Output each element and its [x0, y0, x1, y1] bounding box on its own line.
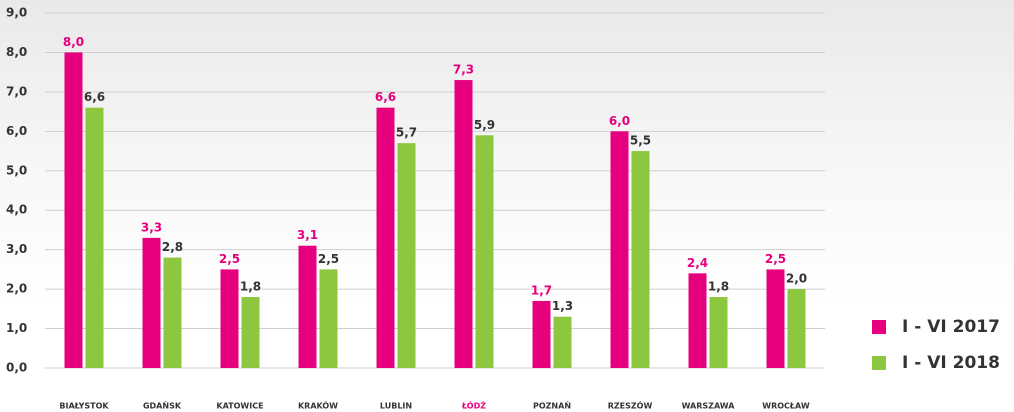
data-label: 2,0 [786, 272, 807, 286]
data-label: 2,5 [318, 252, 339, 266]
data-label: 5,7 [396, 126, 417, 140]
x-tick-label: BIAŁYSTOK [59, 402, 109, 411]
bar [532, 300, 551, 368]
bar [220, 269, 239, 368]
x-tick-label: LUBLIN [380, 402, 412, 411]
bar [475, 135, 494, 368]
bar [319, 269, 338, 368]
x-tick-label: ŁÓDŹ [461, 400, 486, 411]
data-label: 6,6 [375, 90, 396, 104]
data-label: 1,7 [531, 283, 552, 297]
data-label: 2,5 [765, 252, 786, 266]
y-tick-label: 9,0 [6, 6, 27, 20]
legend-swatch [872, 356, 886, 370]
bar [64, 52, 83, 368]
data-label: 6,6 [84, 90, 105, 104]
y-tick-label: 2,0 [6, 282, 27, 296]
y-tick-label: 6,0 [6, 124, 27, 138]
bar [553, 316, 572, 368]
data-label: 1,8 [240, 280, 261, 294]
bar [142, 237, 161, 368]
bar [610, 131, 629, 368]
legend-label: I - VI 2018 [902, 353, 1000, 373]
y-tick-label: 0,0 [6, 361, 27, 375]
data-label: 2,8 [162, 240, 183, 254]
y-tick-label: 7,0 [6, 84, 27, 98]
bar [298, 245, 317, 368]
y-tick-label: 1,0 [6, 321, 27, 335]
bar [766, 269, 785, 368]
x-tick-label: GDAŃSK [143, 400, 182, 411]
bar [397, 143, 416, 368]
data-label: 3,1 [297, 228, 318, 242]
data-label: 1,8 [708, 280, 729, 294]
bar [454, 80, 473, 369]
data-label: 1,3 [552, 299, 573, 313]
x-tick-label: RZESZÓW [608, 400, 653, 411]
y-tick-label: 4,0 [6, 203, 27, 217]
bar [688, 273, 707, 368]
bar [709, 297, 728, 368]
bar [376, 107, 395, 369]
y-tick-label: 3,0 [6, 242, 27, 256]
bar [631, 151, 650, 368]
data-label: 6,0 [609, 114, 630, 128]
x-tick-label: KATOWICE [216, 402, 263, 411]
bar [787, 289, 806, 368]
x-tick-label: POZNAŃ [533, 400, 571, 411]
data-label: 5,9 [474, 118, 495, 132]
bar [85, 107, 104, 369]
bar [163, 257, 182, 368]
data-label: 3,3 [141, 220, 162, 234]
legend-swatch [872, 320, 886, 334]
data-label: 7,3 [453, 63, 474, 77]
data-label: 5,5 [630, 134, 651, 148]
x-tick-label: WARSZAWA [682, 402, 736, 411]
x-tick-label: KRAKÓW [298, 400, 338, 411]
data-label: 2,4 [687, 256, 708, 270]
data-label: 2,5 [219, 252, 240, 266]
data-label: 8,0 [63, 35, 84, 49]
y-tick-label: 8,0 [6, 45, 27, 59]
bar [241, 297, 260, 368]
y-tick-label: 5,0 [6, 163, 27, 177]
legend-label: I - VI 2017 [902, 317, 1000, 337]
x-tick-label: WROCŁAW [762, 402, 810, 411]
